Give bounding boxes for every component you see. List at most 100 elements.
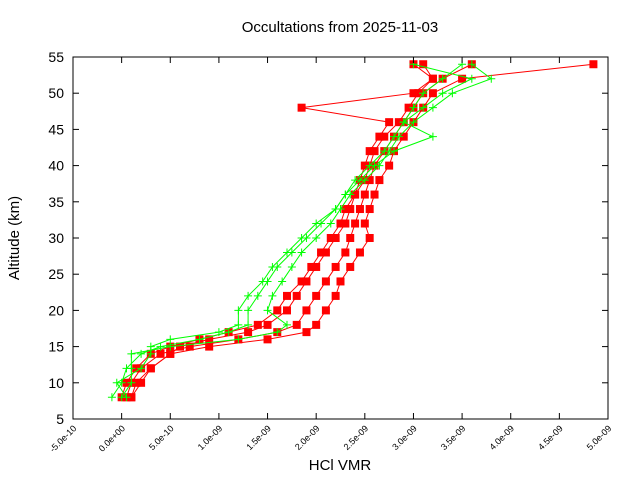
data-point [283, 248, 291, 257]
data-point [419, 89, 428, 98]
data-point [244, 291, 253, 300]
data-point [302, 277, 311, 286]
series-6 [112, 60, 476, 402]
y-tick-label: 15 [48, 339, 64, 355]
series-line [111, 63, 463, 398]
data-point [341, 248, 350, 257]
series-3 [117, 60, 437, 402]
data-point [409, 118, 418, 127]
data-point [428, 89, 437, 98]
data-point [336, 219, 345, 228]
data-point [355, 248, 364, 257]
x-tick-label: 3.0e-09 [390, 423, 419, 452]
data-point [224, 328, 233, 337]
x-tick-label: 1.5e-09 [244, 423, 273, 452]
x-tick-label: 3.5e-09 [439, 423, 468, 452]
data-point [390, 147, 398, 156]
data-point [346, 234, 355, 242]
data-point [137, 378, 146, 387]
data-point [385, 118, 394, 127]
data-point [331, 291, 340, 300]
data-point [321, 248, 330, 257]
data-point [166, 335, 175, 344]
x-tick-label: 2.0e-09 [293, 423, 322, 452]
x-tick-label: 4.5e-09 [536, 423, 565, 452]
x-tick-label: 5.0e-09 [585, 423, 614, 452]
data-point [380, 132, 389, 141]
data-point [375, 132, 384, 141]
data-point [253, 291, 262, 300]
data-point [244, 306, 253, 315]
data-point [297, 248, 306, 257]
data-point [321, 277, 330, 286]
data-point [312, 219, 321, 228]
data-point [370, 190, 379, 199]
data-point [458, 74, 467, 83]
data-point [365, 176, 374, 185]
data-point [321, 306, 330, 315]
data-point [273, 306, 282, 315]
data-point [370, 161, 379, 170]
data-point [409, 89, 418, 98]
data-point [127, 378, 136, 387]
series-5 [117, 60, 496, 402]
data-point [268, 262, 277, 271]
data-point [331, 205, 340, 214]
data-point [428, 103, 437, 112]
data-point [385, 161, 394, 170]
data-point [127, 349, 136, 358]
series-line [116, 63, 474, 398]
data-point [438, 74, 447, 83]
data-point [137, 364, 146, 373]
data-point [312, 291, 321, 300]
data-point [166, 349, 175, 358]
data-point [302, 328, 311, 337]
data-point [365, 147, 374, 156]
data-point [122, 393, 131, 402]
data-point [409, 103, 418, 112]
data-point [137, 349, 146, 358]
data-point [351, 219, 360, 228]
data-point [399, 132, 408, 141]
x-tick-label: 1.0e-09 [196, 423, 225, 452]
data-point [127, 393, 136, 402]
y-tick-label: 20 [48, 302, 64, 318]
data-point [341, 219, 350, 228]
data-point [336, 277, 345, 286]
data-point [234, 335, 243, 344]
series-1 [127, 60, 598, 402]
data-point [312, 234, 321, 242]
x-tick-label: 0.0e+00 [97, 423, 127, 453]
y-tick-label: 25 [48, 266, 64, 282]
x-tick-label: -5.0e-10 [48, 423, 79, 454]
data-point [394, 132, 403, 141]
data-point [297, 277, 306, 286]
data-point [589, 60, 598, 69]
y-tick-label: 45 [48, 121, 64, 137]
data-point [176, 342, 184, 351]
series-line [130, 63, 594, 398]
data-point [292, 320, 301, 329]
data-point [438, 89, 447, 98]
data-point [341, 205, 350, 214]
data-point [351, 190, 360, 199]
data-point [234, 306, 243, 315]
data-point [360, 190, 369, 199]
data-point [448, 89, 457, 98]
data-point [166, 342, 175, 351]
data-point [428, 132, 437, 141]
data-point [263, 320, 272, 329]
data-point [287, 262, 296, 271]
data-point [312, 320, 321, 329]
y-axis-label: Altitude (km) [6, 196, 23, 280]
data-point [263, 306, 272, 315]
data-point [404, 103, 413, 112]
series-line [121, 63, 493, 398]
x-tick-label: 2.5e-09 [342, 423, 371, 452]
data-point [346, 205, 355, 214]
data-point [127, 364, 136, 373]
data-point [355, 176, 364, 185]
data-point [107, 393, 116, 402]
x-tick-label: 5.0e-10 [147, 423, 176, 452]
